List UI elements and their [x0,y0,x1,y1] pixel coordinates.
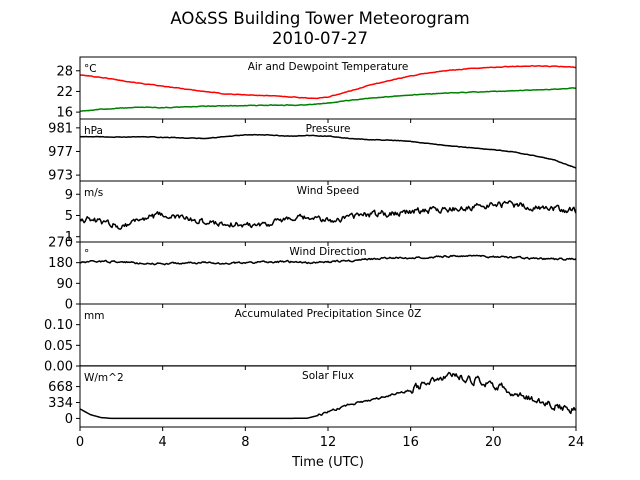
panel-title: Wind Speed [297,185,360,197]
panel-unit-label: W/m^2 [84,372,124,384]
panel-temperature: 16 22 28 °C Air and Dewpoint Temperature [56,56,577,123]
y-tick-label: 334 [48,396,73,411]
figure-title: AO&SS Building Tower Meteorogram [170,9,469,28]
y-tick-label: 22 [56,85,73,100]
x-tick-label: 16 [402,435,419,450]
y-tick-label: 9 [65,188,73,203]
x-tick-label: 8 [241,435,249,450]
panel-wind-speed: 1 5 9 m/s Wind Speed [65,180,577,246]
panel-title: Air and Dewpoint Temperature [248,61,409,73]
panel-wind-direction: 0 90 180 270 ° Wind Direction [48,236,577,313]
panel-precipitation: 0.00 0.05 0.10 mm Accumulated Precipitation … [44,303,577,375]
y-tick-label: 5 [65,209,73,224]
series-line-wind-direction-0 [80,254,576,266]
y-tick-label: 1 [65,230,73,245]
panel-unit-label: m/s [84,187,103,199]
x-axis: 0 4 8 12 16 20 24 [76,435,584,450]
x-tick-label: 12 [320,435,337,450]
series-line-solar-0 [80,371,576,420]
x-tick-label: 20 [485,435,502,450]
y-tick-label: 270 [48,236,73,251]
series-line-temperature-1 [80,87,576,112]
figure-date: 2010-07-27 [272,29,368,48]
y-tick-label: 0.10 [44,318,73,333]
panel-unit-label: hPa [84,125,103,137]
x-tick-label: 4 [159,435,167,450]
panel-unit-label: °C [84,63,97,75]
y-tick-label: 0.05 [44,339,73,354]
panel-title: Accumulated Precipitation Since 0Z [235,308,422,320]
y-tick-label: 981 [48,121,73,136]
series-line-pressure-0 [80,133,576,169]
y-tick-label: 977 [48,145,73,160]
y-tick-label: 28 [56,64,73,79]
y-tick-label: 16 [56,106,73,121]
y-tick-label: 0 [65,412,73,427]
y-tick-label: 973 [48,169,73,184]
series-line-temperature-0 [80,65,576,100]
y-tick-label: 180 [48,256,73,271]
y-tick-label: 0.00 [44,360,73,375]
panel-unit-label: ° [84,248,89,260]
panel-title: Wind Direction [289,246,366,258]
panel-pressure: 973 977 981 hPa Pressure [48,118,577,185]
x-tick-label: 0 [76,435,84,450]
y-tick-label: 90 [56,277,73,292]
y-tick-label: 0 [65,298,73,313]
y-tick-label: 668 [48,380,73,395]
panel-unit-label: mm [84,310,104,322]
x-tick-label: 24 [568,435,585,450]
x-axis-label: Time (UTC) [291,455,364,470]
panel-title: Solar Flux [302,370,354,382]
series-line-wind-speed-0 [80,200,576,230]
panel-title: Pressure [306,123,351,135]
